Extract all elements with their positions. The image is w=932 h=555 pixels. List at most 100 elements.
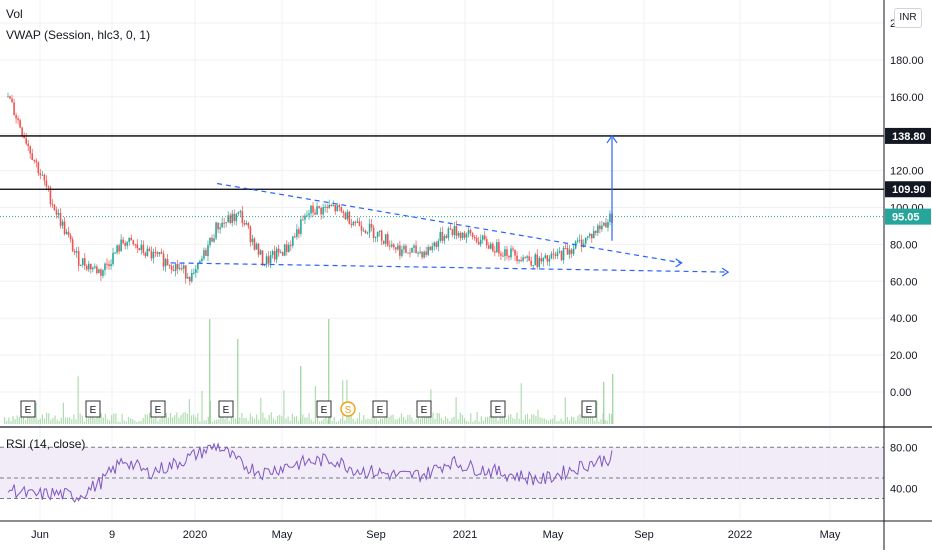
candle-body <box>45 180 48 187</box>
volume-bar <box>461 414 463 424</box>
candle-body <box>376 231 379 237</box>
candle-body <box>340 207 343 212</box>
legend-vwap[interactable]: VWAP (Session, hlc3, 0, 1) <box>6 28 151 42</box>
candle-body <box>403 245 405 250</box>
candle-body <box>172 269 175 271</box>
earnings-marker <box>316 400 332 418</box>
candle-body <box>463 232 466 238</box>
currency-badge[interactable]: INR <box>894 8 922 28</box>
volume-bar <box>382 418 384 424</box>
volume-bar <box>279 414 281 424</box>
candle-body <box>368 223 371 233</box>
volume-bar <box>608 413 610 424</box>
volume-bar <box>20 415 22 424</box>
candle-body <box>514 249 516 256</box>
candle-body <box>496 242 498 253</box>
volume-bar <box>220 416 222 424</box>
candle-body <box>184 265 187 279</box>
candle-body <box>223 222 225 224</box>
volume-bar <box>10 421 12 424</box>
volume-bar <box>373 412 375 424</box>
candle-body <box>205 250 207 257</box>
candle-body <box>235 213 238 222</box>
candle-body <box>213 238 215 242</box>
volume-bar <box>52 417 54 424</box>
volume-bar <box>205 420 207 424</box>
volume-bar <box>564 397 566 424</box>
candle-body <box>536 254 539 267</box>
candle-body <box>550 253 553 259</box>
candle-body <box>459 232 462 239</box>
volume-bar <box>249 413 251 424</box>
candle-body <box>209 237 211 246</box>
candle-body <box>451 229 454 235</box>
candle-body <box>201 258 203 261</box>
candle-body <box>346 211 349 220</box>
volume-bar <box>394 419 396 424</box>
volume-spike <box>209 319 211 424</box>
volume-bar <box>281 416 283 424</box>
candle-body <box>489 243 492 249</box>
volume-bar <box>75 419 77 424</box>
volume-bar <box>256 414 258 424</box>
volume-bar <box>241 412 243 424</box>
volume-bar <box>123 420 125 424</box>
candle-body <box>94 266 96 268</box>
volume-bar <box>69 417 71 424</box>
volume-bar <box>384 417 386 424</box>
candle-body <box>55 210 58 215</box>
volume-bar <box>388 416 390 424</box>
volume-bar <box>592 414 594 424</box>
candle-body <box>348 211 351 225</box>
candle-body <box>71 239 74 252</box>
candle-body <box>156 252 159 255</box>
candle-body <box>597 225 599 233</box>
candle-body <box>166 259 169 266</box>
candle-body <box>336 205 339 212</box>
volume-bar <box>111 415 113 424</box>
candle-body <box>469 230 472 233</box>
price-tick-label: 160.00 <box>890 92 924 104</box>
candle-body <box>584 237 587 244</box>
volume-bar <box>298 421 300 424</box>
earnings-marker-label: E <box>377 405 384 416</box>
candle-body <box>508 255 510 258</box>
candle-body <box>471 232 474 238</box>
trendline <box>216 182 682 264</box>
candle-body <box>415 245 417 254</box>
candle-body <box>120 239 122 252</box>
volume-bar <box>228 421 230 424</box>
volume-bar <box>190 415 193 424</box>
volume-bar <box>138 421 140 424</box>
volume-bar <box>77 376 79 424</box>
volume-bar <box>440 418 442 424</box>
volume-bar <box>16 415 18 424</box>
candle-body <box>237 212 240 214</box>
volume-bar <box>445 416 447 424</box>
volume-bar <box>371 416 373 424</box>
candle-body <box>558 251 561 253</box>
volume-bar <box>512 418 514 424</box>
candle-body <box>453 225 456 235</box>
legend-volume[interactable]: Vol <box>6 7 23 21</box>
candle-body <box>314 212 316 215</box>
volume-bar <box>140 420 142 424</box>
candle-body <box>564 247 567 249</box>
earnings-marker <box>416 400 432 418</box>
volume-spike <box>237 339 239 424</box>
price-label-badge <box>885 127 931 144</box>
candle-body <box>285 244 288 252</box>
volume-bar <box>232 417 235 424</box>
volume-bar <box>560 418 562 424</box>
volume-bar <box>151 415 153 424</box>
volume-bar <box>545 419 547 424</box>
candle-body <box>300 219 302 234</box>
legend-rsi[interactable]: RSI (14, close) <box>6 437 86 451</box>
candle-body <box>481 235 484 240</box>
candle-body <box>265 256 268 265</box>
candle-body <box>609 213 611 223</box>
volume-bar <box>415 419 417 424</box>
volume-bar <box>480 416 482 424</box>
volume-spike <box>612 374 614 424</box>
